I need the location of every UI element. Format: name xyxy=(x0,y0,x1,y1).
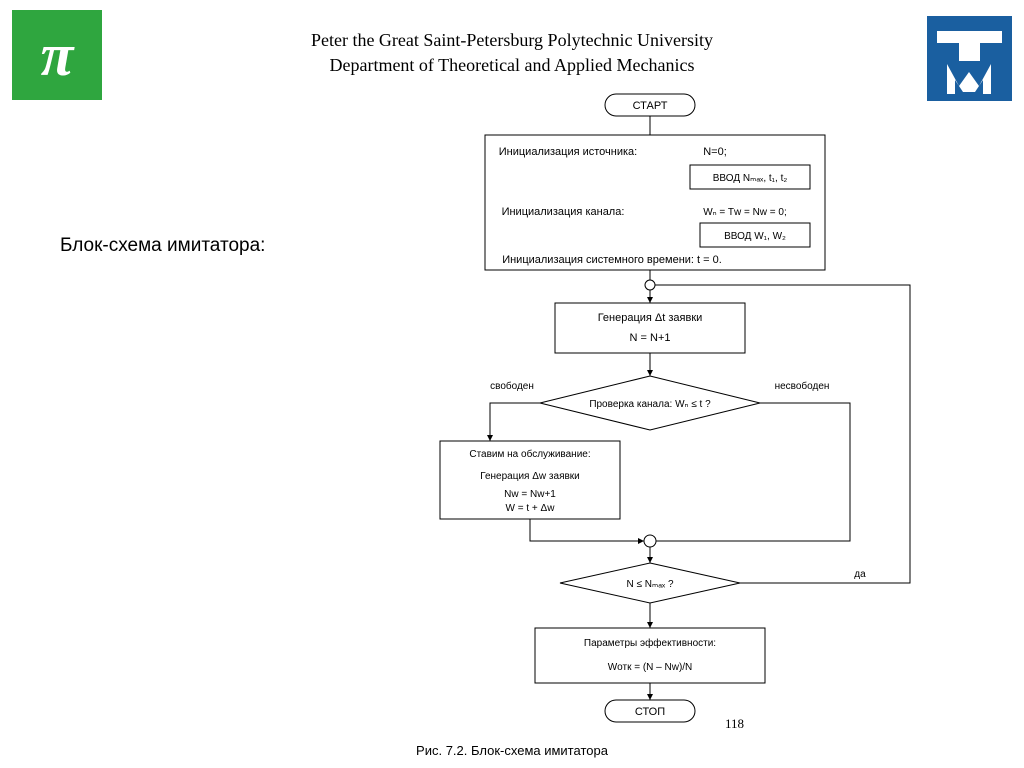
serve-l3: Nᴡ = Nᴡ+1 xyxy=(504,489,556,500)
page-title: Peter the Great Saint-Petersburg Polytec… xyxy=(0,28,1024,78)
title-line2: Department of Theoretical and Applied Me… xyxy=(0,53,1024,78)
serve-l1: Ставим на обслуживание: xyxy=(469,448,590,460)
figure-caption: Рис. 7.2. Блок-схема имитатора xyxy=(0,743,1024,758)
gen-line1: Генерация Δt заявки xyxy=(598,312,703,324)
params-l2: Wотк = (N – Nᴡ)/N xyxy=(608,662,693,673)
check2-label: N ≤ Nₘₐₓ ? xyxy=(626,579,673,590)
check1-right: несвободен xyxy=(775,380,830,392)
init-chan-label: Инициализация канала: xyxy=(502,206,625,218)
init-src-label: Инициализация источника: xyxy=(499,146,637,158)
page-number: 118 xyxy=(725,716,744,732)
title-line1: Peter the Great Saint-Petersburg Polytec… xyxy=(0,28,1024,53)
serve-l4: W = t + Δw xyxy=(506,503,556,514)
check1-label: Проверка канала: Wₙ ≤ t ? xyxy=(589,399,711,410)
init-n0: N=0; xyxy=(703,146,727,158)
gen-line2: N = N+1 xyxy=(630,332,671,344)
check2-right: да xyxy=(854,569,866,580)
params-l1: Параметры эффективности: xyxy=(584,637,716,649)
init-time: Инициализация системного времени: t = 0. xyxy=(502,254,722,266)
section-label: Блок-схема имитатора: xyxy=(60,235,265,257)
node-start: СТАРТ xyxy=(633,100,668,112)
serve-l2: Генерация Δw заявки xyxy=(480,471,580,482)
init-w0: Wₙ = Tᴡ = Nᴡ = 0; xyxy=(703,207,787,218)
node-stop: СТОП xyxy=(635,706,665,718)
init-input2: ВВОД W₁, W₂ xyxy=(724,231,786,242)
flowchart: СТАРТ Инициализация источника: N=0; ВВОД… xyxy=(390,88,980,758)
check1-left: свободен xyxy=(490,380,534,392)
init-input1: ВВОД Nₘₐₓ, t₁, t₂ xyxy=(713,173,788,184)
